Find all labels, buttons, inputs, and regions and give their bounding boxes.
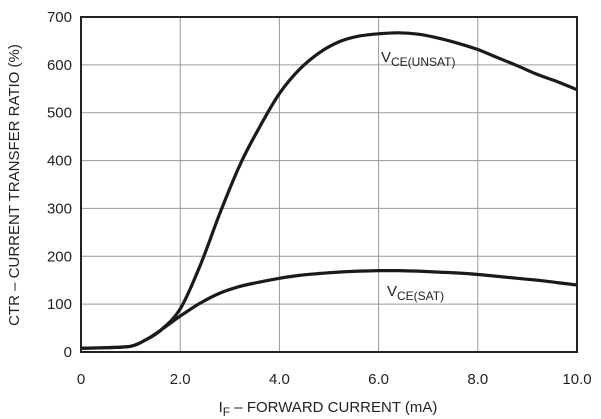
y-tick-labels: 0 100 200 300 400 500 600 700 [47,9,72,361]
x-tick-label: 2.0 [170,371,191,388]
series-lines [80,31,578,350]
x-tick-label: 6.0 [368,371,389,388]
series-label-sat: VCE(SAT) [387,283,444,303]
series-line-unsat [80,31,578,350]
y-axis-label: CTR – CURRENT TRANSFER RATIO (%) [6,44,23,326]
y-tick-label: 0 [64,344,72,361]
y-tick-label: 700 [47,9,72,26]
x-axis-label: IF – FORWARD CURRENT (mA) [219,399,438,419]
x-tick-label: 8.0 [467,371,488,388]
grid-lines [81,17,577,352]
x-tick-labels: 0 2.0 4.0 6.0 8.0 10.0 [77,371,592,388]
x-tick-label: 0 [77,371,85,388]
y-tick-label: 100 [47,296,72,313]
y-tick-label: 400 [47,153,72,170]
series-line-sat [80,269,578,350]
x-tick-label: 10.0 [562,371,591,388]
y-tick-label: 500 [47,105,72,122]
y-tick-label: 300 [47,200,72,217]
plot-frame [80,16,578,353]
y-tick-label: 600 [47,57,72,74]
series-label-unsat: VCE(UNSAT) [381,49,455,69]
x-tick-label: 4.0 [269,371,290,388]
y-tick-label: 200 [47,248,72,265]
